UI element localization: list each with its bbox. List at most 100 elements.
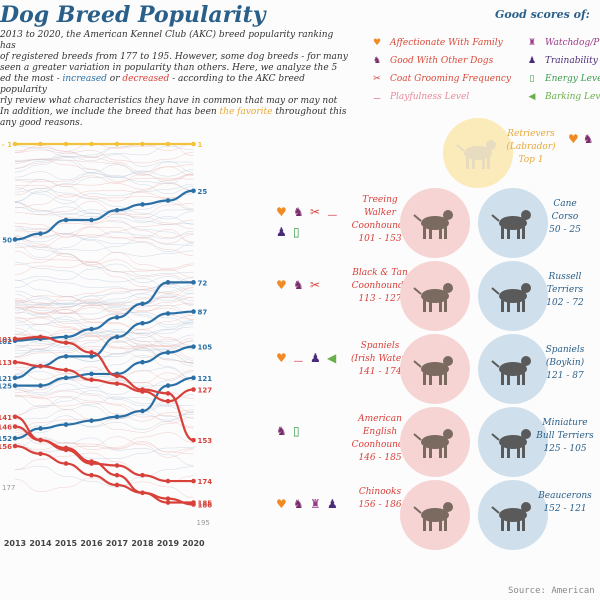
series-point [191, 375, 196, 381]
background-line [14, 412, 194, 433]
series-point [63, 217, 69, 223]
trainability-icon: ♟ [276, 225, 287, 239]
background-line [14, 431, 194, 455]
background-line [14, 159, 194, 179]
series-point [12, 414, 18, 420]
breed-label: Black & Tan Coonhounds 113 - 127 [345, 267, 415, 306]
series-point [12, 424, 18, 429]
intro-line: 2013 to 2020, the American Kennel Club (… [0, 30, 334, 51]
series-point [89, 459, 94, 464]
series-point [114, 207, 120, 213]
series-point [165, 383, 171, 388]
series-point [63, 422, 69, 427]
heart-icon: ♥ [568, 132, 579, 146]
series-point [191, 478, 196, 484]
breed-label-line: 125 - 105 [543, 444, 587, 454]
series-start-label: 121 [0, 375, 12, 383]
series-point [63, 354, 69, 359]
increased-breed-circle [478, 334, 548, 404]
series-line [15, 345, 194, 387]
series-point [12, 359, 18, 365]
legend-good-with-dogs: ♞ Good With Other Dogs [370, 56, 493, 66]
series-end-label: 127 [198, 387, 213, 395]
legend-barking: ◀ Barking Lev [525, 92, 600, 102]
series-start-label: 141 [0, 414, 12, 422]
series-point [38, 334, 43, 340]
x-tick-label: 2013 [4, 539, 26, 548]
breed-label-line: Coonhounds [351, 440, 409, 450]
background-line [14, 279, 194, 315]
scissors-icon: ✂ [310, 278, 321, 292]
series-point [140, 301, 145, 307]
trait-icons: ♥ ⚊ ♟ ◀ [276, 348, 348, 368]
series-point [63, 461, 69, 466]
series-point [63, 141, 69, 147]
series-labels: 177 195 1 - 1 1 50 25 102 72 121 87 125 105 152 121 10… [0, 141, 212, 527]
background-line [14, 349, 194, 374]
background-line [14, 236, 194, 251]
heart-icon: ♥ [276, 205, 287, 219]
background-line [14, 287, 194, 303]
background-line [14, 263, 194, 281]
background-line [14, 293, 194, 304]
speaker-icon: ◀ [327, 351, 337, 365]
breed-label-line: Miniature [542, 418, 588, 428]
background-line [14, 396, 194, 420]
dog-illustration [413, 429, 453, 458]
heart-icon: ♥ [372, 38, 382, 48]
series-point [89, 326, 94, 332]
breed-label: Spaniels (Irish Water) 141 - 174 [345, 340, 415, 379]
background-line [14, 226, 194, 256]
breed-label-line: Bull Terriers [536, 431, 594, 441]
background-line [14, 173, 194, 196]
breed-label-line: 141 - 174 [358, 367, 402, 377]
background-line [14, 190, 194, 244]
x-tick-label: 2018 [131, 539, 154, 548]
series-point [140, 490, 145, 496]
good-scores-title: Good scores of: [495, 8, 590, 21]
heart-icon: ♥ [276, 351, 287, 365]
intro-line: seen a greater variation in popularity t… [0, 63, 338, 73]
background-line [14, 251, 194, 275]
x-tick-label: 2020 [182, 539, 205, 548]
trainability-icon: ♟ [527, 56, 537, 66]
series-start-label: 113 [0, 359, 12, 367]
x-axis-ticks: 2013 2014 2015 2016 2017 2018 2019 2020 [4, 539, 205, 548]
dog-illustration [491, 356, 531, 385]
background-line [14, 379, 194, 407]
background-line [14, 245, 194, 278]
series-point [165, 141, 171, 147]
series-point [165, 391, 171, 396]
dog-illustration [413, 210, 453, 239]
background-line [14, 465, 194, 488]
dog-illustration [491, 502, 531, 531]
background-line [14, 277, 194, 306]
breed-label: Retrievers (Labrador) Top 1 [496, 128, 566, 167]
series-point [63, 445, 69, 451]
background-line [14, 416, 194, 433]
series-start-label: 152 [0, 435, 12, 443]
background-line [14, 174, 194, 202]
battery-icon: ▯ [529, 74, 535, 84]
background-line [14, 175, 194, 191]
intro-line: any good reasons. [0, 118, 83, 128]
series-point [191, 437, 196, 443]
legend-grooming: ✂ Coat Grooming Frequency [370, 74, 511, 84]
breed-label-line: (Irish Water) [350, 354, 410, 364]
background-line [14, 290, 194, 328]
breed-label: Beaucerons 152 - 121 [530, 490, 600, 516]
dog-illustration [491, 283, 531, 312]
background-line [14, 234, 194, 257]
series-point [140, 141, 145, 147]
series-line [14, 281, 194, 342]
background-line [14, 194, 194, 210]
legend-trainability: ♟Trainability L [525, 56, 600, 66]
breed-label: Miniature Bull Terriers 125 - 105 [530, 417, 600, 456]
source-note: Source: American K [508, 586, 600, 596]
watchdog-icon: ♜ [527, 38, 537, 48]
series-point [89, 354, 94, 359]
series-point [38, 437, 43, 443]
background-line [14, 253, 194, 271]
background-line [14, 219, 194, 237]
series-point [38, 383, 43, 388]
